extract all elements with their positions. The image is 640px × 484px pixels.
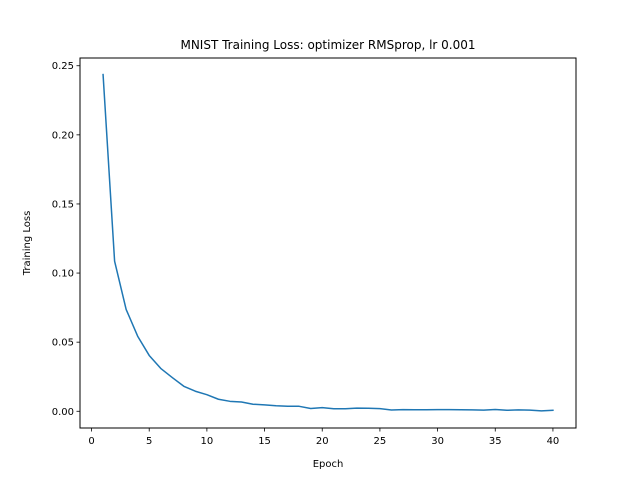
x-tick-label: 35 (489, 436, 502, 447)
x-tick-label: 10 (201, 436, 214, 447)
x-tick-label: 25 (374, 436, 387, 447)
y-tick-label: 0.10 (52, 269, 74, 280)
y-tick-label: 0.05 (52, 338, 74, 349)
x-tick-label: 15 (258, 436, 271, 447)
chart-title: MNIST Training Loss: optimizer RMSprop, … (180, 38, 475, 52)
x-tick-label: 40 (547, 436, 560, 447)
x-tick-label: 30 (431, 436, 444, 447)
x-axis-label: Epoch (313, 459, 344, 470)
y-axis-label: Training Loss (22, 211, 33, 277)
x-tick-label: 0 (88, 436, 94, 447)
y-tick-label: 0.25 (52, 61, 74, 72)
y-tick-label: 0.20 (52, 130, 74, 141)
x-tick-label: 5 (146, 436, 152, 447)
x-tick-label: 20 (316, 436, 329, 447)
y-tick-label: 0.00 (52, 407, 74, 418)
y-tick-label: 0.15 (52, 199, 74, 210)
